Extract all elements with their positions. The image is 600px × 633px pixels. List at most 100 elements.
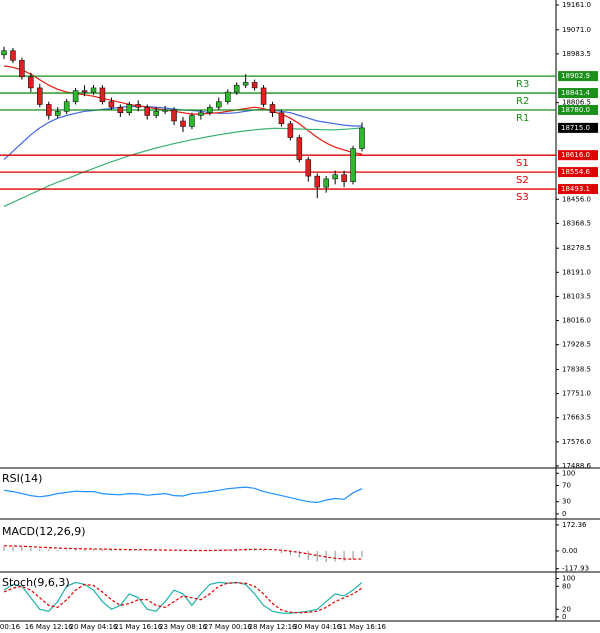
macd-histogram-bar [227,549,229,551]
x-tick-label: 27 May 00:16 [204,623,253,631]
x-tick-label: 21 May 16:16 [114,623,163,631]
candle-body [242,82,249,86]
candle-body [278,112,285,125]
y-tick-label: 17576.0 [562,438,591,446]
indicator-line [3,581,363,614]
macd-histogram-bar [316,550,318,562]
indicator-line [3,582,363,614]
level-value-label: 18554.6 [561,168,590,176]
candle-body [323,178,329,188]
y-tick-label: 18278.5 [562,244,591,252]
y-tick-label: 18983.5 [562,50,591,58]
macd-histogram-bar [155,550,157,551]
macd-histogram-bar [66,549,68,551]
macd-histogram-bar [48,549,50,551]
y-tick-label: 0 [562,613,566,621]
y-tick-label: 18016.0 [562,317,591,325]
candle-body [350,148,356,182]
candle-body [108,101,115,108]
candle-body [216,101,222,108]
candle-body [260,87,267,105]
candle-body [162,109,168,112]
macd-histogram-bar [30,547,32,551]
y-tick-label: 18368.5 [562,219,591,227]
last-price-label: 18715.0 [561,124,590,132]
y-tick-label: 100 [562,575,575,583]
candle-body [171,109,177,122]
candle-body [10,50,16,61]
level-value-label: 18780.0 [561,106,590,114]
macd-histogram-bar [289,550,291,556]
candle-body [332,174,338,180]
macd-histogram-bar [280,550,283,554]
y-tick-label: 70 [562,481,571,489]
level-tag [558,88,598,99]
y-tick-label: 80 [562,582,571,590]
y-tick-label: 17928.5 [562,341,591,349]
candle-body [180,120,186,127]
candle-body [198,112,204,116]
level-tag [558,104,598,115]
macd-histogram-bar [3,546,5,551]
candle-body [90,87,97,93]
y-tick-label: 17488.6 [562,462,591,470]
candle-body [46,104,52,116]
macd-histogram-bar [352,550,354,560]
level-value-label: 18493.1 [561,185,590,193]
x-tick-label: 23 May 08:16 [159,623,208,631]
candle-body [341,174,347,182]
level-name: R2 [516,96,529,107]
candle-body [28,76,34,89]
candle-body [81,90,88,93]
level-value-label: 18616.0 [561,151,590,159]
y-tick-label: 17838.5 [562,365,591,373]
candle-body [269,104,276,113]
y-tick-label: 20 [562,605,571,613]
candle-body [153,111,159,116]
level-tag [558,184,598,195]
macd-histogram-bar [119,550,121,551]
macd-histogram-bar [218,549,220,551]
panel-title: MACD(12,26,9) [2,525,86,538]
macd-histogram-bar [92,549,95,551]
x-tick-label: 31 May 16:16 [338,623,387,631]
candle-body [305,159,312,177]
y-tick-label: 18806.5 [562,99,591,107]
y-tick-label: 18456.0 [562,195,591,203]
level-name: S2 [516,175,529,186]
y-tick-label: 17663.5 [562,414,591,422]
macd-histogram-bar [128,550,130,551]
macd-histogram-bar [137,550,139,551]
macd-histogram-bar [39,548,41,551]
macd-histogram-bar [75,549,77,551]
x-tick-label: 00:16 [0,623,21,631]
y-tick-label: 0.00 [562,547,578,555]
y-tick-label: -117.93 [562,565,589,573]
macd-histogram-bar [361,550,363,557]
candle-body [144,106,150,116]
macd-histogram-bar [83,549,86,551]
y-tick-label: 100 [562,469,575,477]
candle-body [233,84,240,93]
candle-body [1,50,7,56]
macd-histogram-bar [343,550,345,561]
candle-body [72,90,79,102]
panel-title: Stoch(9,6,3) [2,576,70,589]
candle-body [189,115,195,127]
candle-body [287,123,294,138]
macd-histogram-bar [57,549,59,551]
level-tag [558,167,598,178]
candle-body [126,104,133,113]
x-tick-label: 16 May 12:16 [25,623,74,631]
y-tick-label: 18103.5 [562,292,591,300]
candle-body [117,106,124,113]
candle-body [207,106,213,113]
candle-body [19,60,25,78]
y-tick-label: 18191.0 [562,268,591,276]
y-tick-label: 19161.0 [562,1,591,9]
macd-histogram-bar [307,550,309,560]
y-tick-label: 19071.0 [562,26,591,34]
level-name: R3 [516,79,529,90]
macd-histogram-bar [12,546,14,551]
